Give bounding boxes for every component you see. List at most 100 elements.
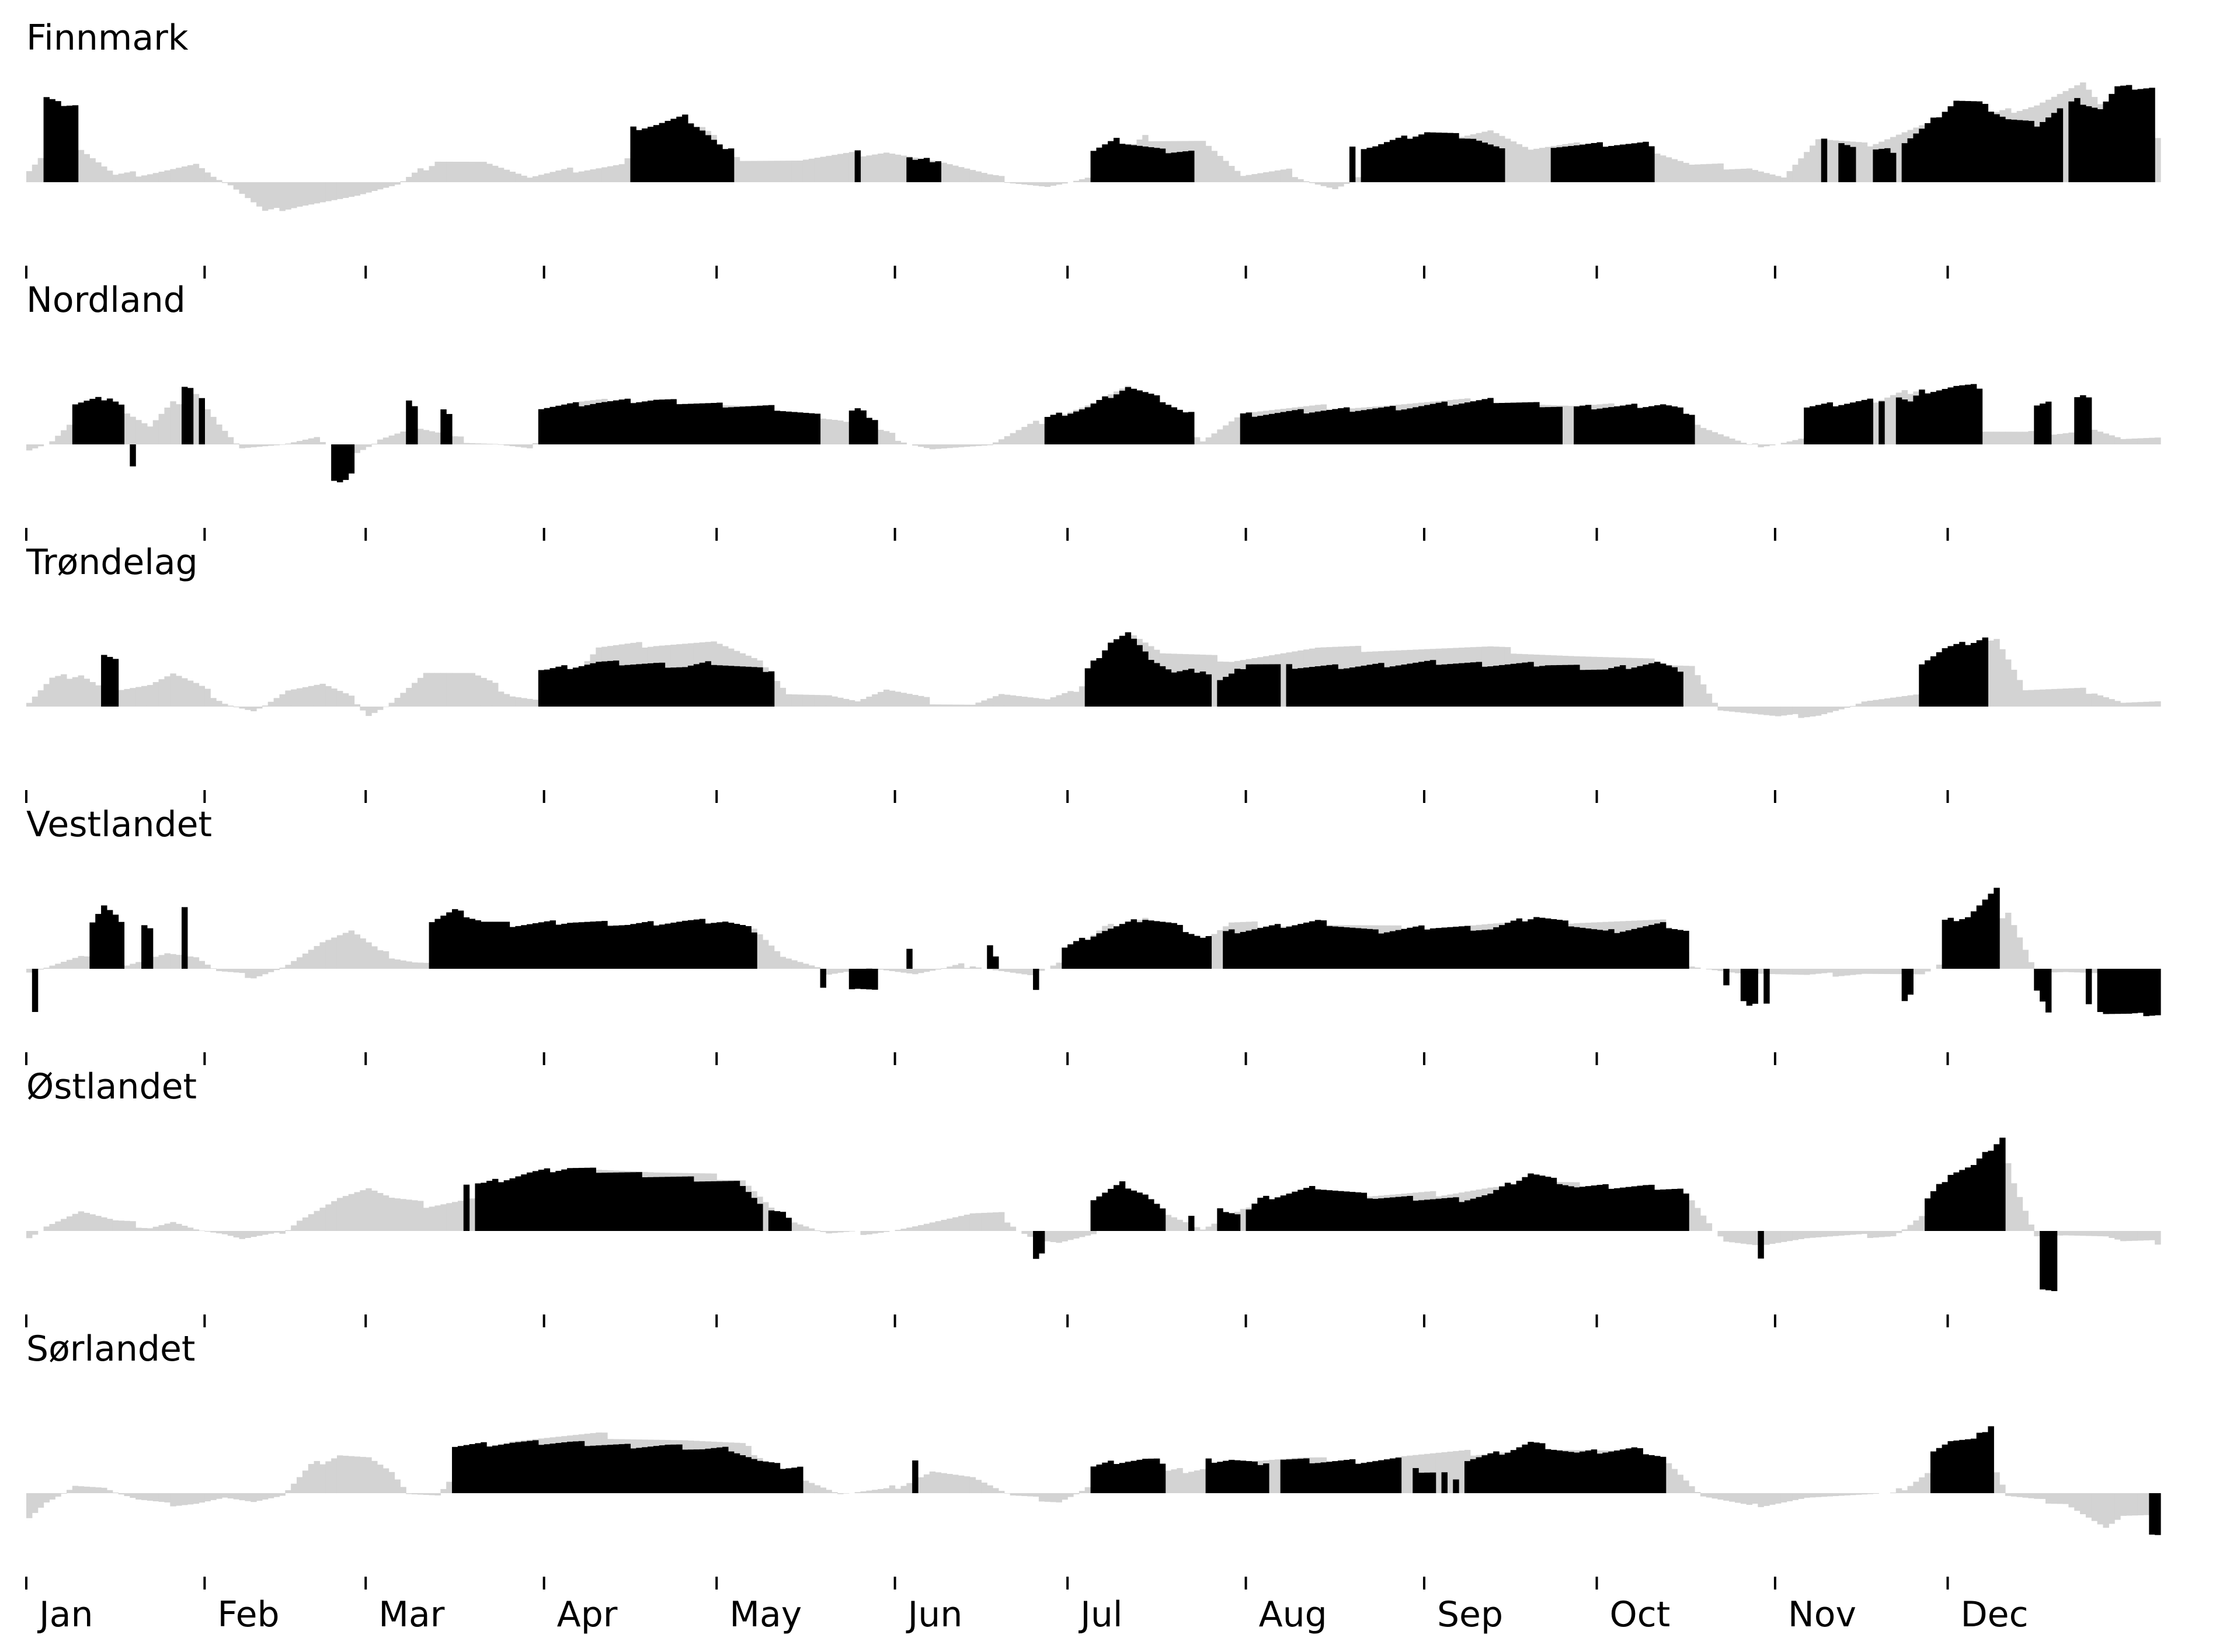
background-bar: [947, 1474, 953, 1493]
background-bar: [394, 433, 401, 444]
highlight-bar: [544, 669, 551, 707]
highlight-bar: [763, 672, 769, 707]
highlight-bar: [2131, 969, 2138, 1014]
highlight-bar: [1965, 101, 1971, 182]
background-bar: [2131, 1231, 2138, 1241]
highlight-bar: [1223, 1212, 1229, 1231]
highlight-bar: [1556, 1450, 1563, 1493]
highlight-bar: [1130, 388, 1137, 444]
highlight-bar: [693, 919, 700, 969]
background-bar: [1729, 438, 1735, 444]
highlight-bar: [728, 148, 735, 182]
highlight-bar: [1591, 142, 1598, 182]
highlight-bar: [751, 667, 757, 707]
highlight-bar: [1643, 665, 1649, 707]
highlight-bar: [1516, 663, 1523, 707]
highlight-bar: [1683, 413, 1689, 444]
month-label-jun: Jun: [906, 1594, 963, 1635]
background-bar: [1844, 1231, 1850, 1236]
highlight-bar: [596, 402, 602, 444]
highlight-bar: [1453, 1197, 1459, 1231]
background-bar: [354, 934, 360, 969]
highlight-bar: [814, 413, 821, 444]
background-bar: [1758, 707, 1764, 715]
background-bar: [1792, 165, 1798, 182]
background-bar: [297, 688, 303, 707]
background-bar: [2137, 438, 2144, 444]
background-bar: [941, 704, 947, 707]
highlight-bar: [1965, 384, 1971, 444]
highlight-bar: [1522, 1444, 1528, 1493]
highlight-bar: [860, 410, 867, 444]
highlight-bar: [1660, 1456, 1667, 1493]
background-bar: [826, 1231, 832, 1234]
highlight-bar: [670, 399, 677, 444]
background-bar: [273, 444, 280, 446]
background-bar: [256, 1231, 263, 1236]
background-bar: [417, 429, 424, 444]
background-bar: [883, 152, 890, 182]
highlight-bar: [854, 150, 861, 182]
panel-Finnmark: Finnmark: [25, 18, 2161, 279]
background-bar: [900, 693, 907, 707]
highlight-bar: [1199, 937, 1206, 969]
highlight-bar: [1119, 1463, 1126, 1493]
background-bar: [1711, 164, 1718, 182]
background-bar: [492, 683, 499, 707]
background-bar: [319, 942, 326, 969]
background-bar: [969, 444, 976, 447]
highlight-bar: [1223, 677, 1229, 707]
background-bar: [1251, 174, 1258, 182]
background-bar: [590, 169, 596, 182]
highlight-bar: [578, 922, 585, 969]
highlight-bar: [1286, 926, 1292, 969]
background-bar: [918, 695, 924, 707]
highlight-bar: [1579, 1187, 1586, 1231]
background-bar: [826, 419, 832, 444]
highlight-bar: [440, 915, 447, 969]
highlight-bar: [1240, 413, 1247, 444]
highlight-bar: [1459, 404, 1465, 444]
background-bar: [187, 1227, 194, 1231]
highlight-bar: [1418, 925, 1425, 969]
highlight-bar: [1608, 1188, 1615, 1231]
background-bar: [1895, 1231, 1902, 1233]
background-bar: [1717, 434, 1724, 444]
background-bar: [1010, 695, 1017, 707]
highlight-bar: [2149, 88, 2155, 182]
background-bar: [452, 1202, 458, 1231]
highlight-bar: [1303, 667, 1310, 707]
background-bar: [2028, 1225, 2034, 1231]
highlight-bar: [1999, 116, 2006, 182]
highlight-bar: [1459, 663, 1465, 707]
background-bar: [814, 158, 821, 182]
background-bar: [158, 1493, 165, 1502]
background-bar: [291, 1483, 297, 1493]
background-bar: [95, 162, 102, 182]
highlight-bar: [653, 399, 660, 444]
background-bar: [233, 1231, 240, 1238]
background-bar: [1062, 182, 1068, 184]
background-bar: [820, 695, 826, 707]
background-bar: [297, 182, 303, 207]
background-bar: [434, 432, 441, 444]
highlight-bar: [1263, 415, 1269, 444]
highlight-bar: [1044, 416, 1051, 444]
highlight-bar: [665, 399, 671, 444]
highlight-bar: [106, 656, 113, 707]
background-bar: [935, 1472, 942, 1493]
highlight-bar: [1084, 940, 1091, 969]
highlight-bar: [860, 969, 867, 989]
highlight-bar: [1602, 930, 1609, 969]
background-bar: [1033, 420, 1039, 444]
background-bar: [417, 677, 424, 707]
background-bar: [1056, 1493, 1062, 1503]
background-bar: [1758, 444, 1764, 447]
highlight-bar: [1349, 927, 1356, 969]
background-bar: [434, 161, 441, 182]
highlight-bar: [848, 411, 855, 444]
background-bar: [1274, 1459, 1281, 1493]
highlight-bar: [693, 127, 700, 182]
highlight-bar: [1631, 143, 1638, 182]
background-bar: [900, 1229, 907, 1231]
